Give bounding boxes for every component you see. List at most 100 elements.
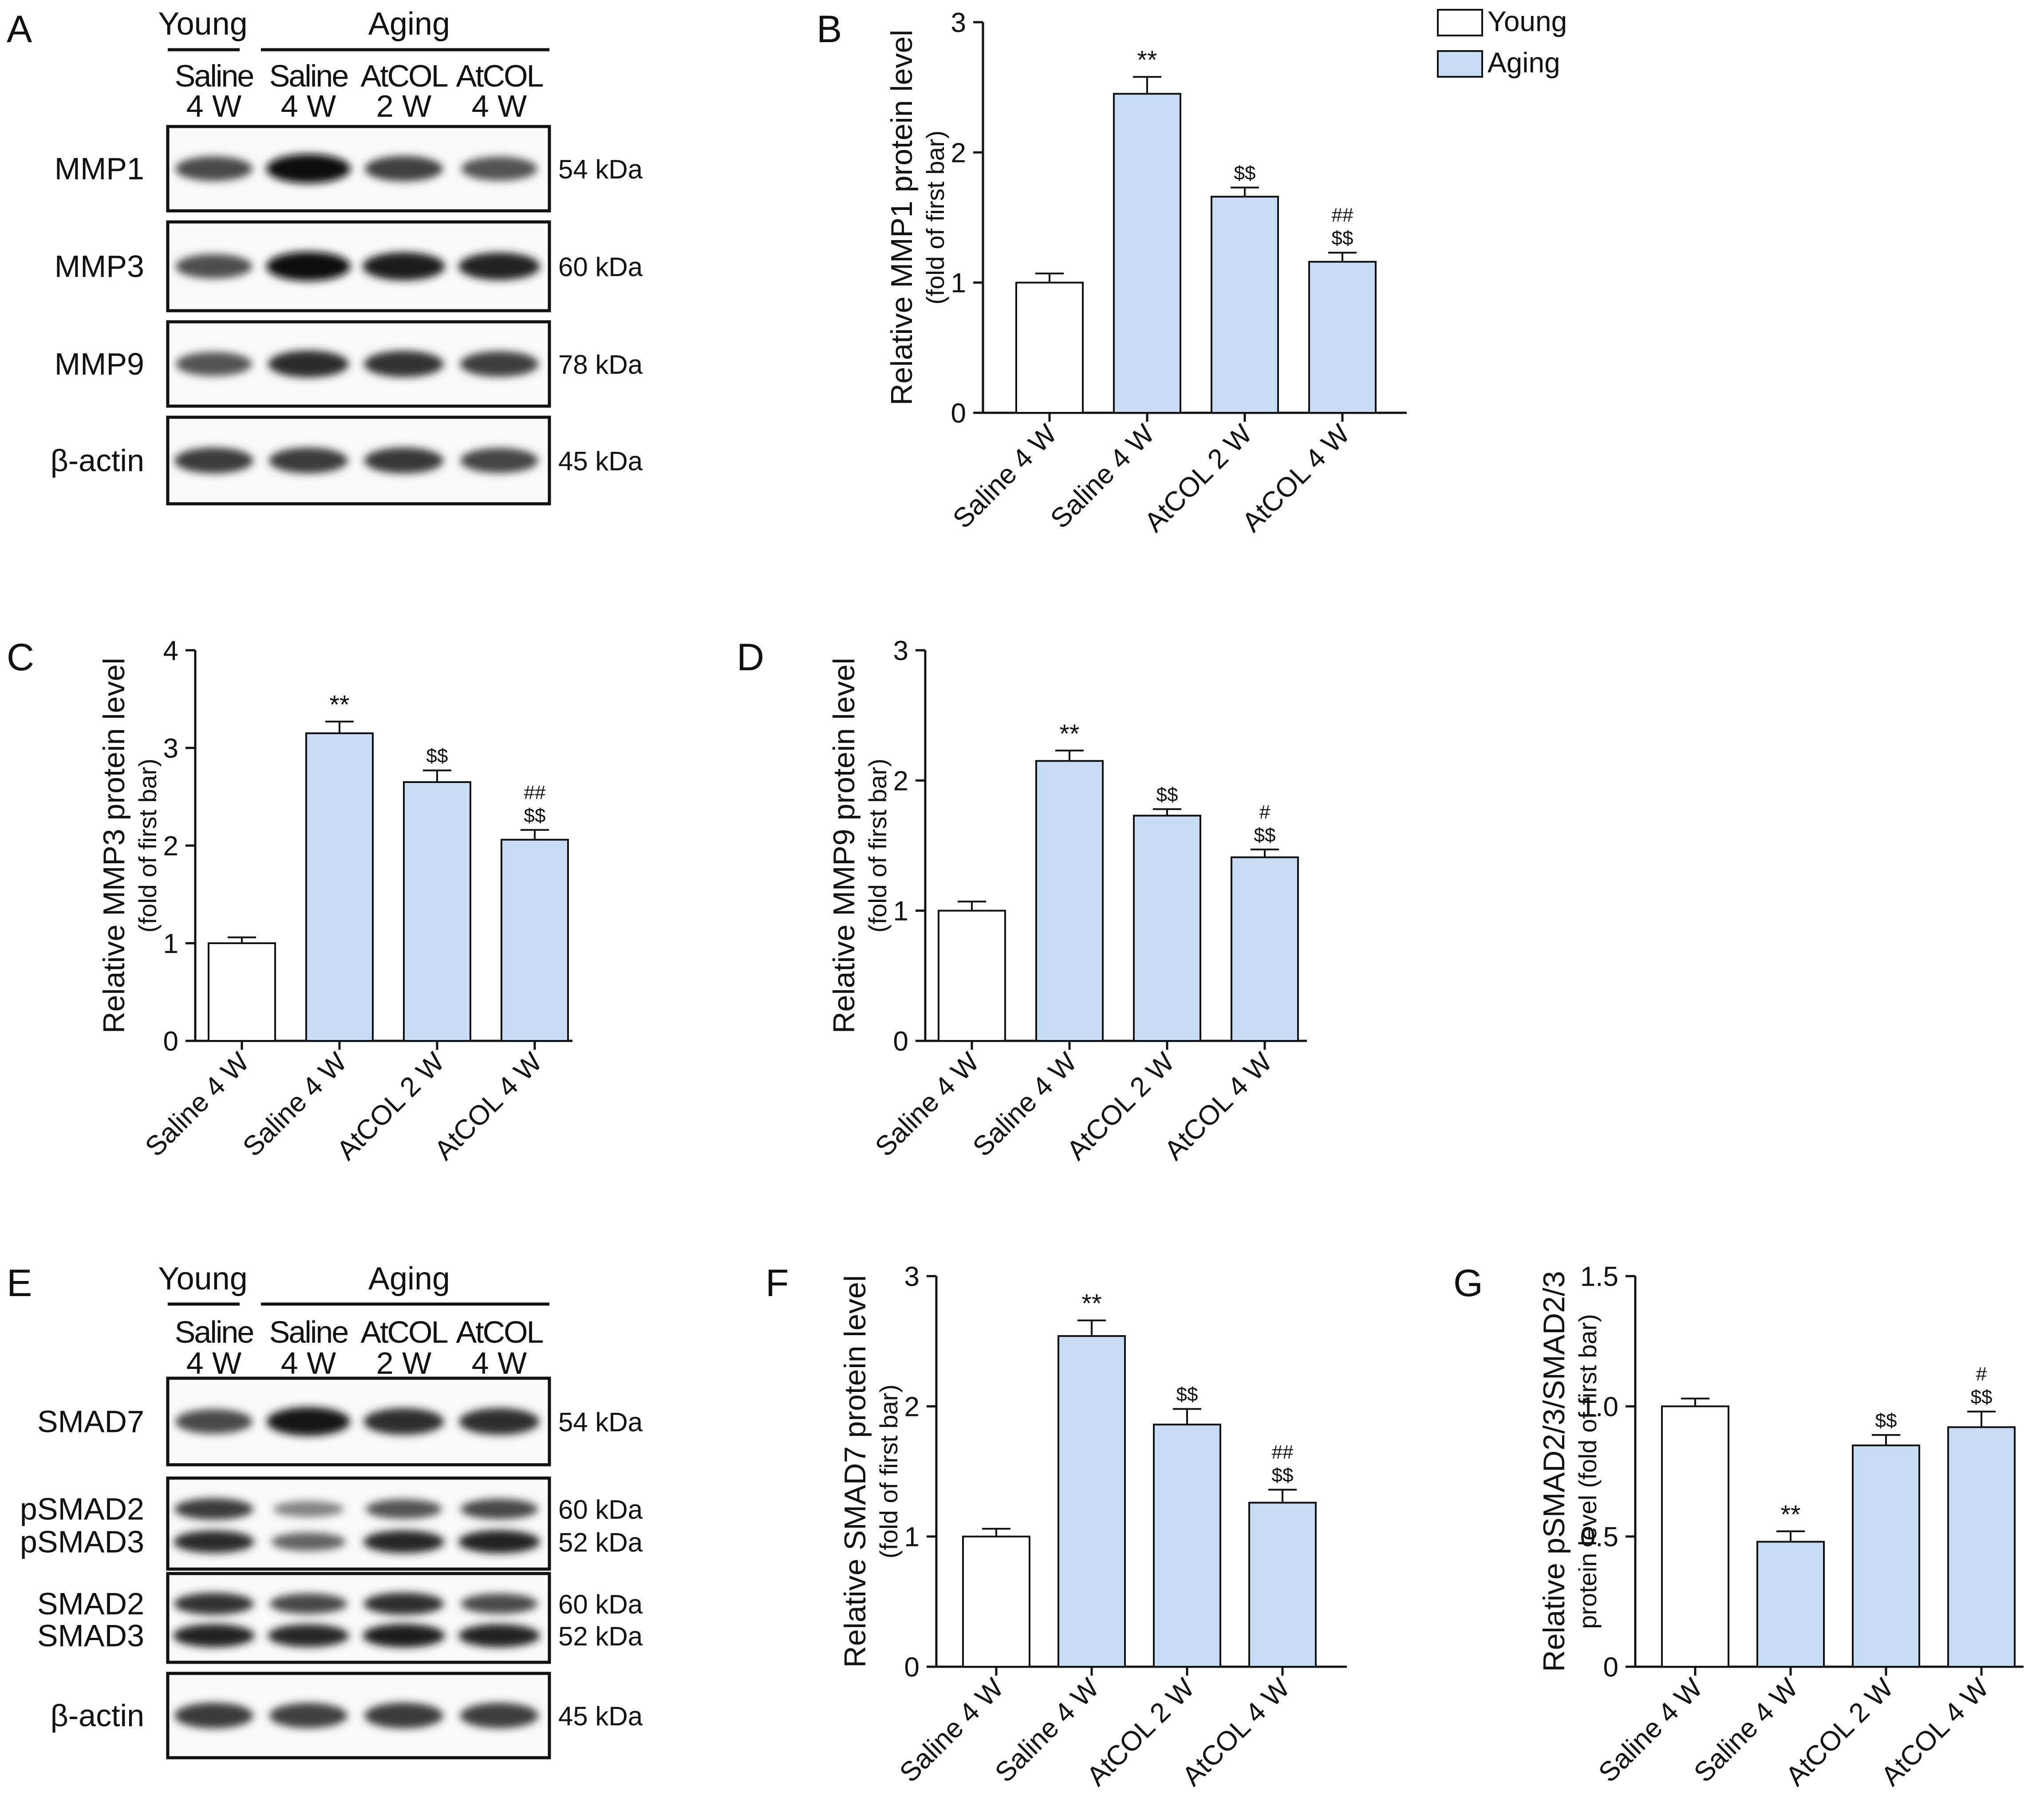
x-tick-label-d: Saline 4 W [869,1047,985,1162]
kda-label-e: 52 kDa [558,1528,643,1558]
bar-f-3 [1153,1423,1221,1668]
bar-b-1 [1015,281,1084,414]
significance-mark-g-4: # [1976,1363,1987,1385]
protein-label-a: MMP9 [55,347,144,381]
panel-letter-g: G [1453,1262,1483,1305]
lane-label-e: 4 W [472,1346,527,1380]
y-axis-label-c: Relative MMP3 protein level [97,658,131,1034]
blot-band-a [461,156,537,181]
protein-label-e: β-actin [51,1698,144,1733]
y-tick-label-b: 2 [951,138,966,168]
significance-mark-b-3: $$ [1234,162,1256,184]
y-tick-label-g: 1.5 [1580,1261,1618,1292]
y-tick-label-c: 4 [163,636,178,666]
blot-band-e [273,1501,344,1517]
y-axis-sublabel-c: (fold of first bar) [134,759,162,933]
lane-label-e: AtCOL [360,1315,447,1349]
protein-label-e: SMAD7 [37,1404,144,1439]
blot-band-a [460,448,538,473]
legend-label-young: Young [1488,5,1567,37]
y-tick-label-c: 0 [163,1026,178,1057]
blot-band-e [458,1624,540,1648]
kda-label-a: 60 kDa [558,252,643,282]
lane-label-a: 2 W [376,89,431,123]
x-tick-label-g: Saline 4 W [1593,1673,1709,1788]
panel-letter-f: F [766,1262,789,1305]
bar-g-4 [1947,1426,2016,1668]
y-tick-label-f: 1 [904,1522,919,1553]
blot-band-a [266,252,351,281]
blot-band-e [366,1499,442,1519]
x-tick-label-b: Saline 4 W [947,419,1063,534]
protein-label-e: SMAD2 [37,1586,144,1621]
y-axis-label-b: Relative MMP1 protein level [885,30,919,406]
y-tick-label-f: 0 [904,1652,919,1683]
blot-band-a [266,154,351,183]
blot-band-a [176,352,252,376]
blot-band-e [363,1592,444,1615]
blot-band-e [269,1703,348,1728]
blot-band-a [175,254,253,279]
y-axis-sublabel-b: (fold of first bar) [921,130,949,304]
significance-mark-d-4: # [1259,801,1271,823]
bar-f-1 [962,1535,1030,1668]
lane-label-e: 4 W [186,1346,241,1380]
bar-d-3 [1133,815,1201,1042]
significance-mark-c-3: $$ [426,745,448,767]
kda-label-e: 60 kDa [558,1495,643,1525]
blot-band-e [268,1624,349,1647]
lane-label-a: 4 W [186,89,241,123]
lane-label-e: Saline [269,1315,348,1349]
y-tick-label-g: 0.5 [1580,1522,1618,1553]
group-label-aging-e: Aging [368,1261,450,1297]
bar-c-4 [501,838,569,1042]
kda-label-e: 52 kDa [558,1621,643,1651]
blot-band-a [268,350,349,378]
kda-label-e: 45 kDa [558,1701,643,1731]
blot-band-a [175,156,253,181]
blot-band-e [175,1409,253,1434]
group-label-aging-a: Aging [368,6,450,42]
x-tick-label-d: AtCOL 4 W [1159,1047,1278,1166]
blot-band-e [363,1408,444,1435]
y-tick-label-c: 2 [163,831,178,862]
blot-band-e [461,1593,538,1614]
kda-label-a: 54 kDa [558,154,643,184]
significance-mark-c-4: $$ [524,805,546,826]
protein-label-a: MMP1 [55,151,144,186]
kda-label-a: 45 kDa [558,447,643,476]
y-tick-label-f: 3 [904,1261,919,1292]
lane-label-a: Saline [175,59,253,93]
bar-b-2 [1113,93,1181,414]
blot-band-a [458,252,540,281]
x-tick-label-f: Saline 4 W [894,1673,1010,1788]
y-tick-label-c: 1 [163,929,178,959]
y-tick-label-b: 3 [951,8,966,38]
blot-band-a [363,252,445,281]
x-tick-label-c: AtCOL 4 W [429,1047,548,1166]
legend-swatch-young [1437,9,1483,36]
significance-mark-f-2: ** [1081,1289,1101,1318]
panel-letter-e: E [7,1262,32,1305]
blot-band-e [458,1530,540,1554]
legend-swatch-aging [1437,50,1483,78]
y-axis-sublabel-f: (fold of first bar) [875,1384,903,1558]
significance-mark-c-2: ** [329,691,349,720]
protein-label-e: pSMAD2 [20,1492,144,1526]
y-tick-label-b: 0 [951,398,966,429]
lane-label-a: Saline [269,59,348,93]
kda-label-a: 78 kDa [558,350,643,380]
group-label-young-a: Young [158,6,248,42]
bar-c-2 [305,732,374,1042]
blot-band-e [174,1530,254,1553]
blot-band-a [269,447,348,474]
blot-band-e [174,1593,254,1615]
lane-label-e: AtCOL [456,1315,543,1349]
lane-label-e: 2 W [376,1346,431,1380]
blot-band-e [174,1702,253,1729]
lane-label-e: Saline [175,1315,253,1349]
bar-g-2 [1756,1541,1825,1668]
bar-c-1 [208,942,276,1042]
significance-mark-b-4: ## [1332,204,1353,226]
